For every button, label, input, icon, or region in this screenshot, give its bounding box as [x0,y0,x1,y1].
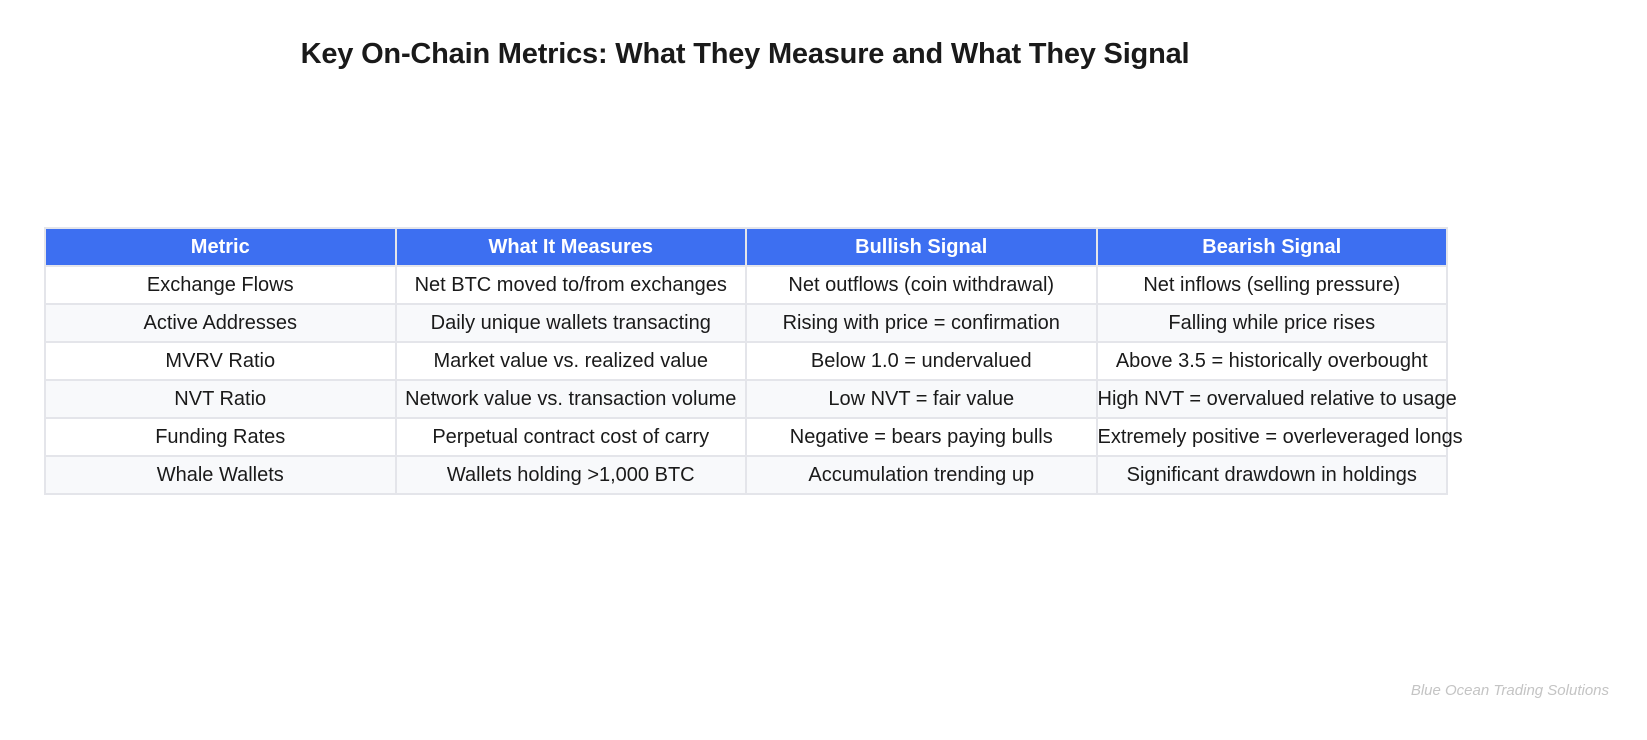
cell-bullish: Accumulation trending up [745,455,1098,495]
table-row: Exchange Flows Net BTC moved to/from exc… [44,265,1448,305]
cell-measures: Net BTC moved to/from exchanges [394,265,747,305]
header-metric: Metric [44,227,397,267]
cell-measures: Wallets holding >1,000 BTC [394,455,747,495]
cell-measures: Perpetual contract cost of carry [394,417,747,457]
cell-bearish: Extremely positive = overleveraged longs [1095,417,1463,457]
cell-bullish: Negative = bears paying bulls [745,417,1098,457]
cell-bearish: Net inflows (selling pressure) [1095,265,1448,305]
table-row: Whale Wallets Wallets holding >1,000 BTC… [44,455,1448,495]
cell-metric: Exchange Flows [44,265,397,305]
cell-bullish: Rising with price = confirmation [745,303,1098,343]
table-header-row: Metric What It Measures Bullish Signal B… [44,227,1448,267]
cell-bullish: Below 1.0 = undervalued [745,341,1098,381]
footer-watermark: Blue Ocean Trading Solutions [1410,682,1609,699]
page-title: Key On-Chain Metrics: What They Measure … [300,38,1190,70]
table-row: Active Addresses Daily unique wallets tr… [44,303,1448,343]
cell-bearish: Significant drawdown in holdings [1095,455,1448,495]
table-row: NVT Ratio Network value vs. transaction … [44,379,1457,419]
cell-metric: Funding Rates [44,417,397,457]
table-row: MVRV Ratio Market value vs. realized val… [44,341,1448,381]
cell-measures: Network value vs. transaction volume [394,379,747,419]
cell-metric: Whale Wallets [44,455,397,495]
cell-measures: Daily unique wallets transacting [394,303,747,343]
table-row: Funding Rates Perpetual contract cost of… [44,417,1463,457]
header-bearish-signal: Bearish Signal [1095,227,1448,267]
cell-metric: NVT Ratio [44,379,397,419]
cell-bearish: High NVT = overvalued relative to usage [1095,379,1457,419]
cell-bearish: Above 3.5 = historically overbought [1095,341,1448,381]
cell-bearish: Falling while price rises [1095,303,1448,343]
metrics-table: Metric What It Measures Bullish Signal B… [44,227,1463,495]
cell-metric: MVRV Ratio [44,341,397,381]
cell-metric: Active Addresses [44,303,397,343]
cell-measures: Market value vs. realized value [394,341,747,381]
header-what-it-measures: What It Measures [394,227,747,267]
header-bullish-signal: Bullish Signal [745,227,1098,267]
cell-bullish: Low NVT = fair value [745,379,1098,419]
cell-bullish: Net outflows (coin withdrawal) [745,265,1098,305]
